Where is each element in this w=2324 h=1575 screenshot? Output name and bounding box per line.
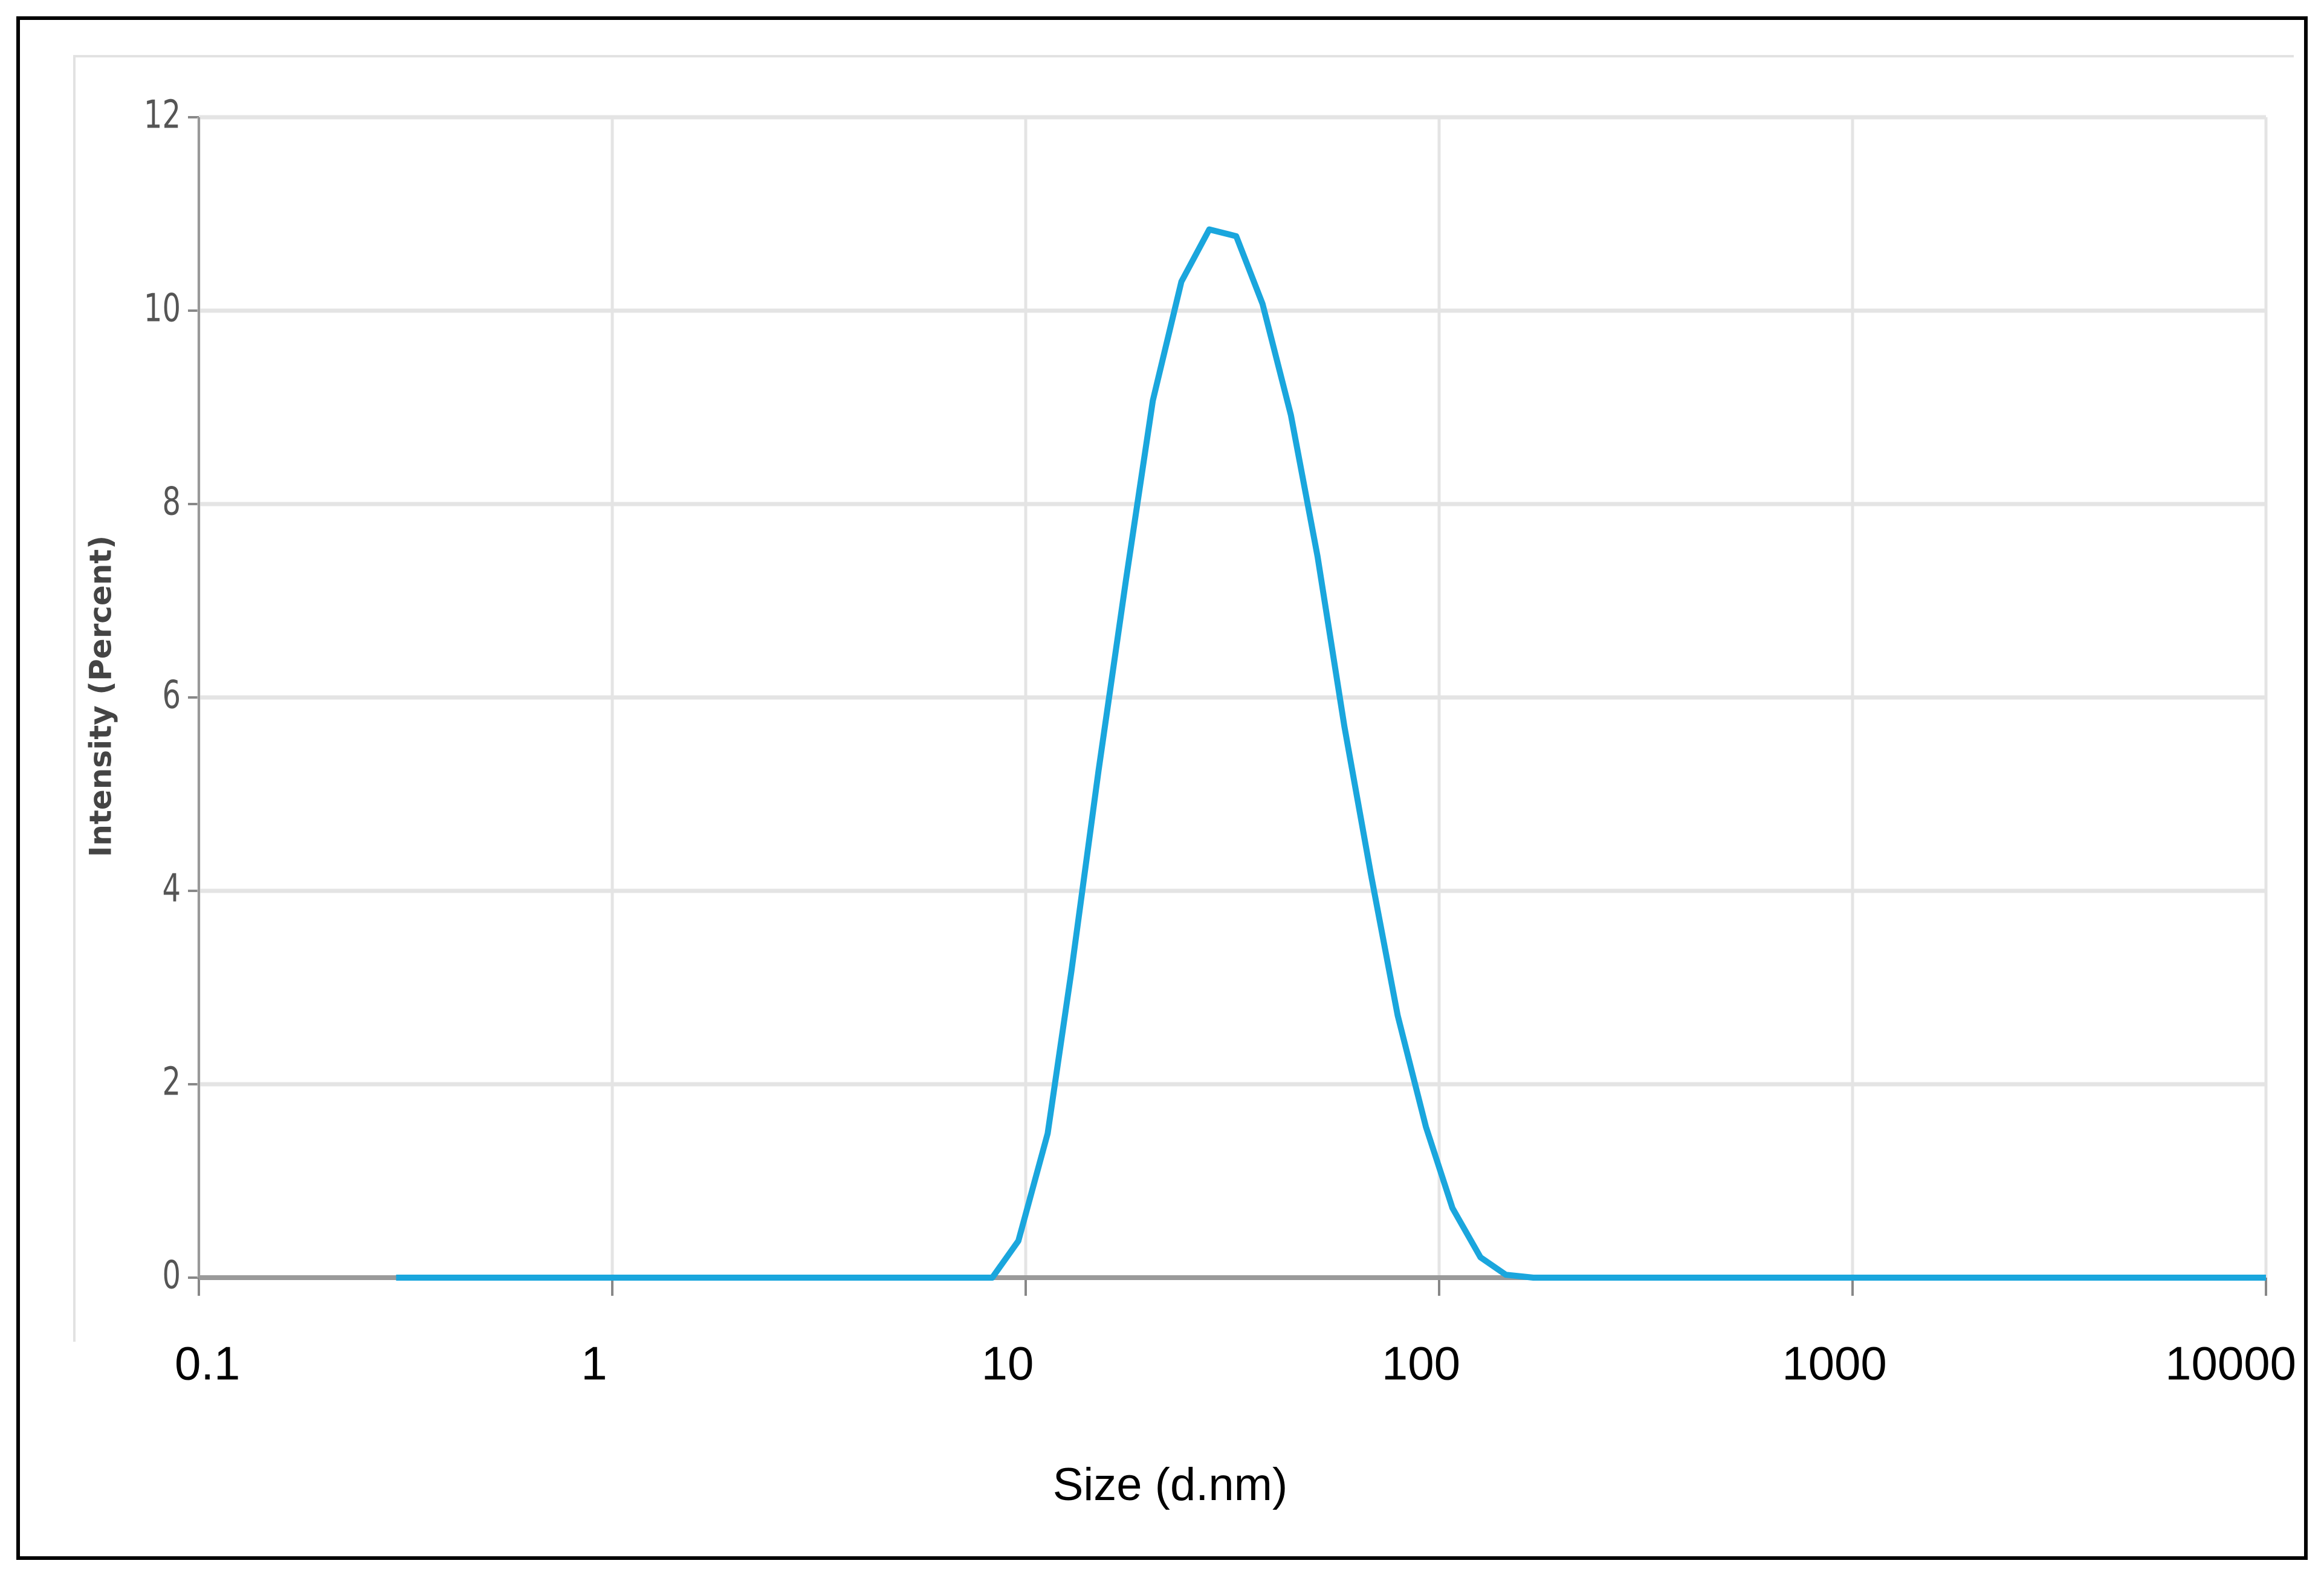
x-tick-label: 1 (581, 1337, 607, 1390)
outer-border (16, 16, 2308, 1560)
x-tick-label: 10000 (2165, 1337, 2296, 1390)
panel-frame (73, 55, 2294, 1342)
x-axis-title: Size (d.nm) (1053, 1459, 1288, 1510)
y-tick-label: 6 (162, 673, 181, 718)
y-axis-title: Intensity (Percent) (83, 535, 118, 857)
x-tick-label: 100 (1382, 1337, 1460, 1390)
y-tick-label: 10 (144, 286, 181, 331)
y-tick-label: 8 (162, 479, 181, 525)
y-tick-label: 4 (162, 866, 181, 911)
y-tick-label: 0 (162, 1253, 181, 1298)
y-tick-label: 2 (162, 1059, 181, 1105)
data-line (396, 226, 2266, 1281)
y-tick-label: 12 (144, 92, 181, 138)
x-tick-label: 10 (982, 1337, 1034, 1390)
x-tick-label: 1000 (1782, 1337, 1887, 1390)
x-tick-label: 0.1 (175, 1337, 240, 1390)
